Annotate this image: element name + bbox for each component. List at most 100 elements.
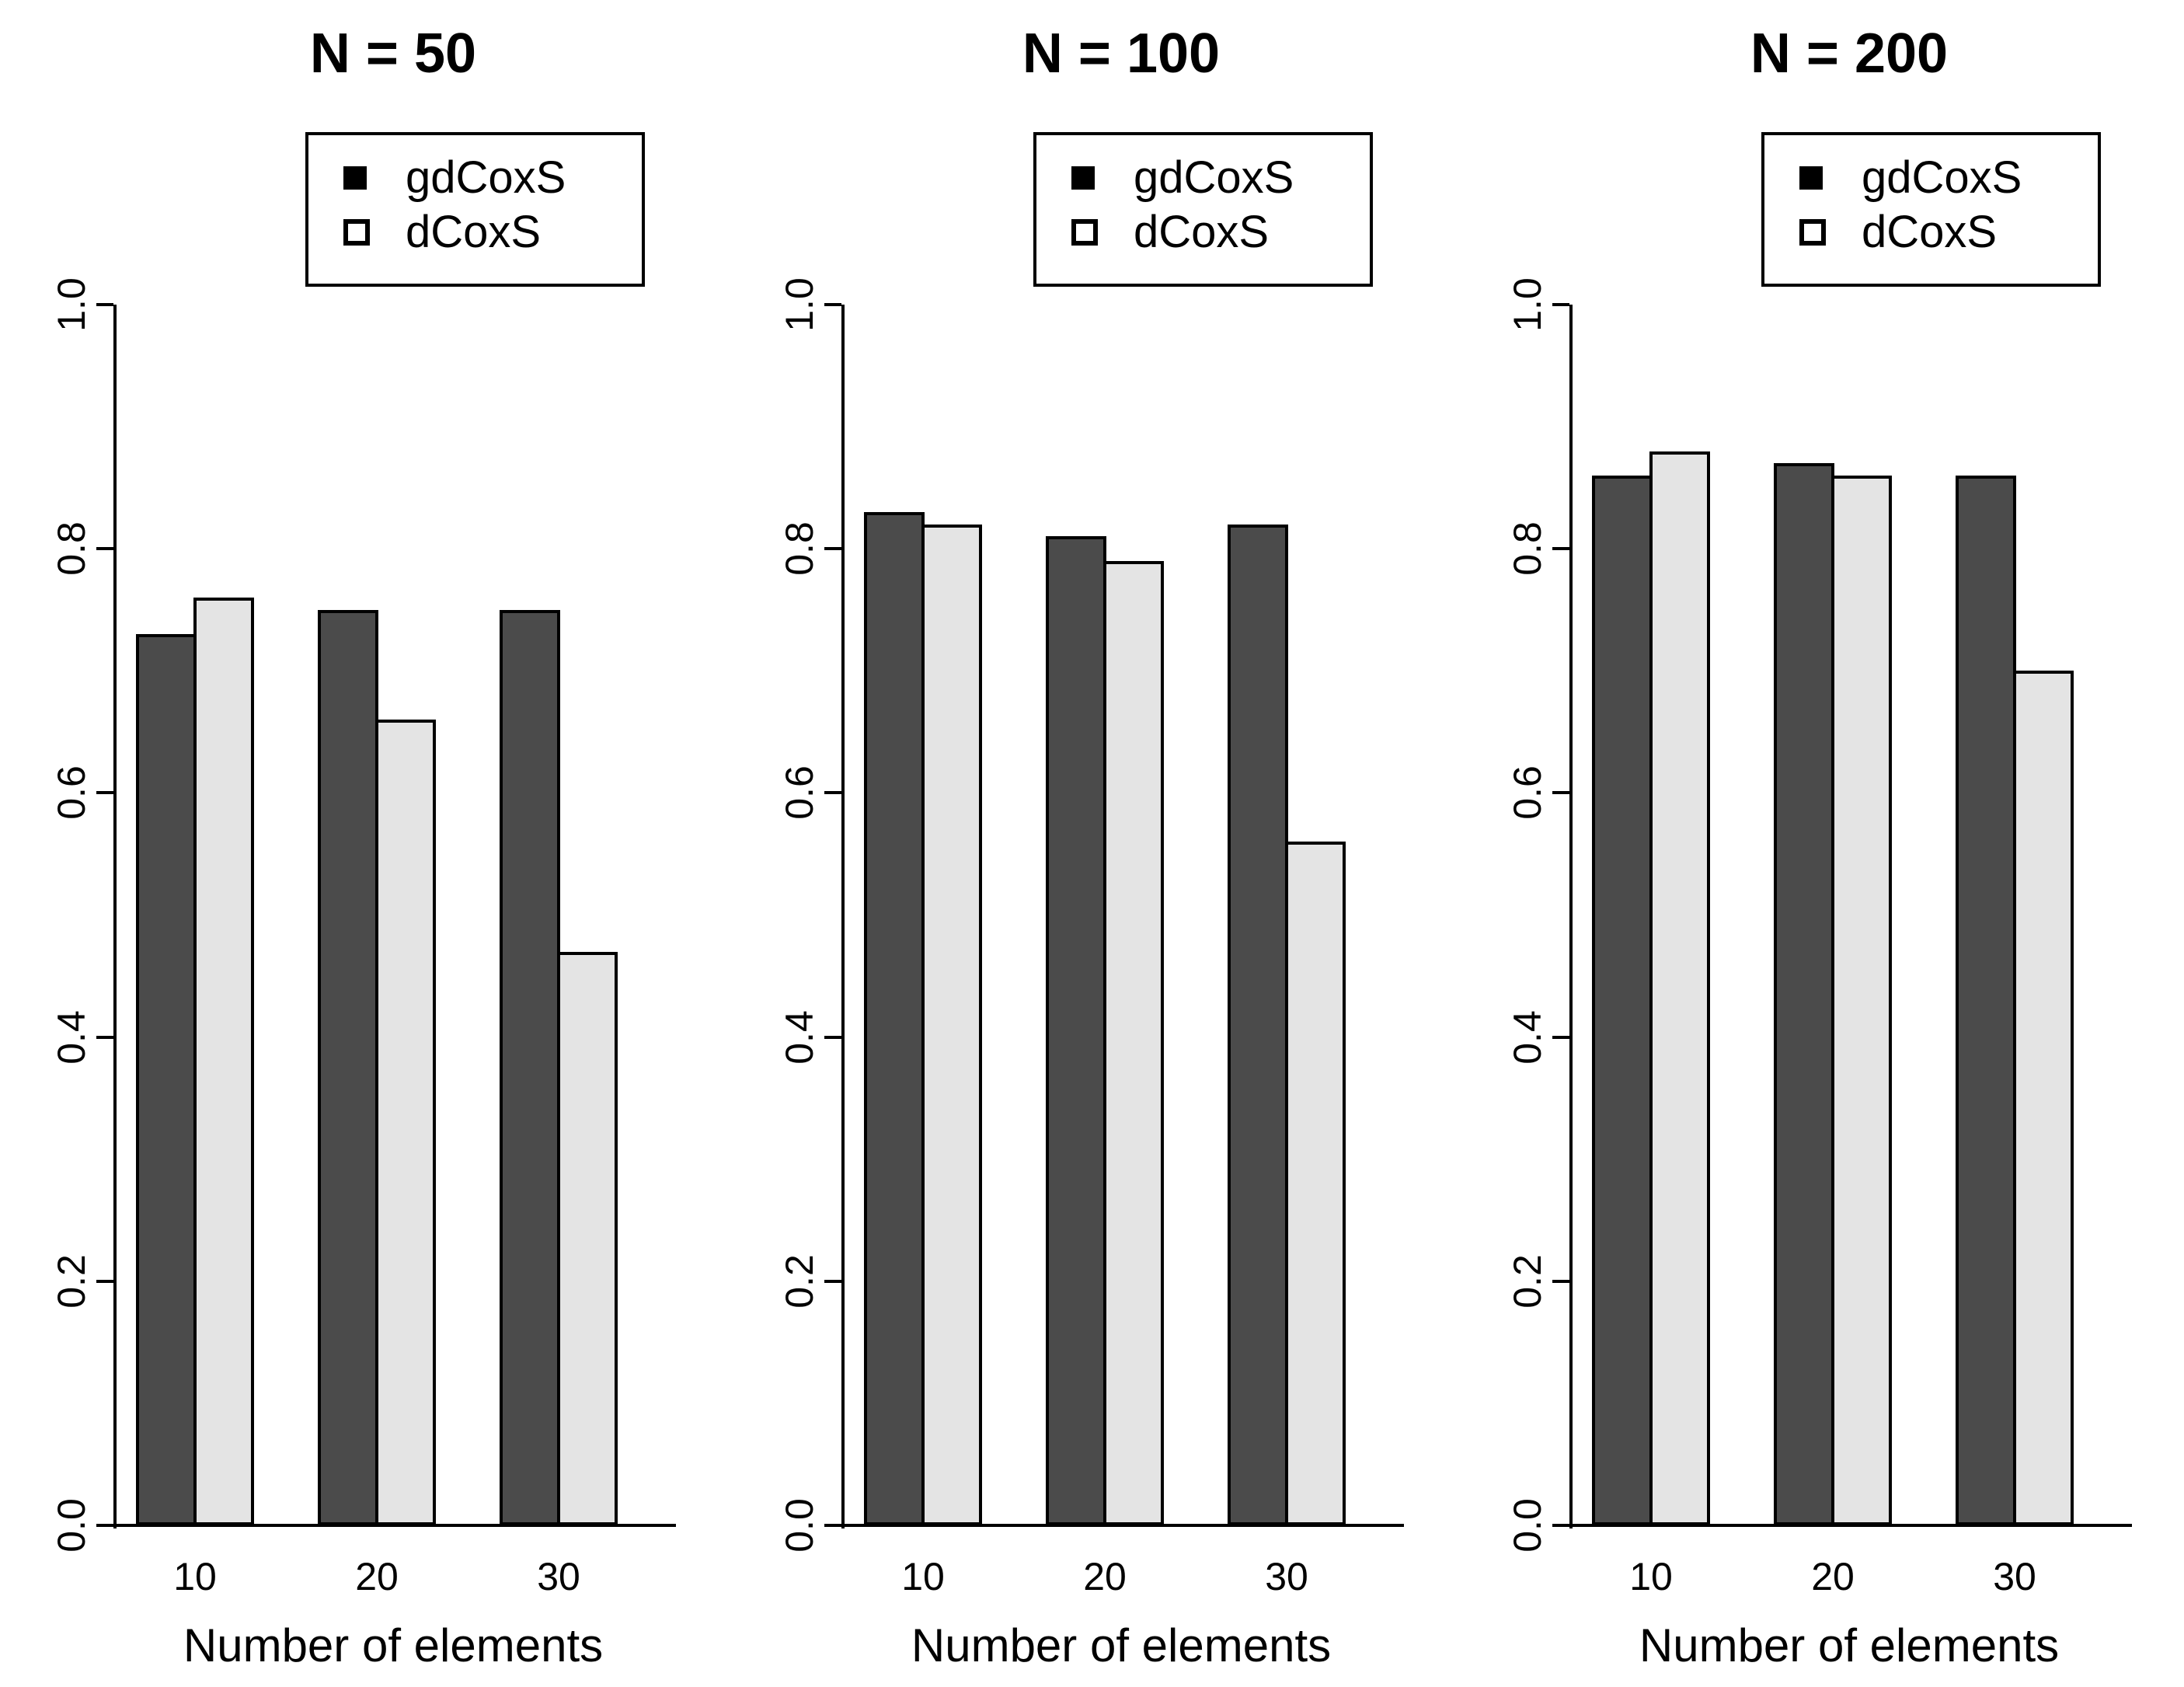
panel-title: N = 200	[1750, 23, 1949, 85]
y-axis	[113, 305, 117, 1528]
bar-dcoxs-20	[375, 720, 436, 1525]
bar-dcoxs-10	[921, 524, 982, 1525]
y-tick	[824, 1524, 841, 1527]
legend-label: dCoxS	[1134, 207, 1270, 257]
bar-gdcoxs-10	[1592, 475, 1653, 1525]
bar-dcoxs-20	[1103, 560, 1164, 1525]
y-axis	[841, 305, 845, 1528]
filled-square-icon	[1071, 166, 1095, 190]
y-tick-label: 0.2	[50, 1254, 93, 1309]
bar-dcoxs-30	[1285, 842, 1346, 1525]
y-tick	[96, 1279, 113, 1283]
legend-label: dCoxS	[406, 207, 542, 257]
x-category-label: 10	[173, 1555, 217, 1598]
y-tick-label: 0.0	[1506, 1498, 1549, 1553]
open-square-icon	[1071, 219, 1098, 246]
legend-item-dcoxs: dCoxS	[343, 210, 541, 255]
x-category-label: 30	[1993, 1555, 2036, 1598]
bar-gdcoxs-10	[136, 634, 197, 1525]
x-category-label: 30	[1265, 1555, 1308, 1598]
bar-gdcoxs-30	[1956, 475, 2016, 1525]
y-tick	[824, 303, 841, 306]
y-tick	[1552, 791, 1569, 795]
y-tick	[96, 1524, 113, 1527]
y-tick	[1552, 1279, 1569, 1283]
y-tick-label: 0.6	[778, 765, 821, 821]
y-tick	[824, 1035, 841, 1039]
x-axis	[1569, 1524, 2132, 1527]
x-axis	[841, 1524, 1404, 1527]
x-category-label: 10	[1629, 1555, 1673, 1598]
y-tick-label: 0.4	[50, 1009, 93, 1065]
open-square-icon	[343, 219, 370, 246]
filled-square-icon	[343, 166, 367, 190]
y-tick	[824, 1279, 841, 1283]
legend-label: gdCoxS	[406, 152, 566, 203]
bar-dcoxs-20	[1831, 475, 1892, 1525]
legend-item-gdcoxs: gdCoxS	[1799, 155, 2022, 200]
open-square-icon	[1799, 219, 1826, 246]
panel-title: N = 100	[1022, 23, 1221, 85]
chart-panel-1: N = 50 gdCoxS dCoxS Number of elements 0…	[0, 0, 728, 1687]
legend: gdCoxS dCoxS	[305, 132, 645, 287]
bar-gdcoxs-10	[864, 512, 925, 1525]
y-tick-label: 0.8	[50, 521, 93, 576]
y-tick	[96, 303, 113, 306]
bar-gdcoxs-20	[1774, 463, 1834, 1525]
y-tick-label: 0.0	[778, 1498, 821, 1553]
bar-dcoxs-30	[557, 951, 618, 1525]
bar-dcoxs-10	[1649, 451, 1710, 1525]
x-category-label: 20	[1811, 1555, 1855, 1598]
y-tick-label: 0.0	[50, 1498, 93, 1553]
legend-item-gdcoxs: gdCoxS	[343, 155, 566, 200]
x-axis	[113, 1524, 676, 1527]
bar-gdcoxs-20	[318, 609, 378, 1525]
chart-panel-3: N = 200 gdCoxS dCoxS Number of elements …	[1456, 0, 2184, 1687]
chart-panel-2: N = 100 gdCoxS dCoxS Number of elements …	[728, 0, 1456, 1687]
x-category-label: 30	[537, 1555, 580, 1598]
y-axis	[1569, 305, 1573, 1528]
y-tick	[1552, 547, 1569, 551]
x-category-label: 10	[901, 1555, 945, 1598]
legend-item-dcoxs: dCoxS	[1071, 210, 1269, 255]
legend-item-gdcoxs: gdCoxS	[1071, 155, 1294, 200]
x-category-label: 20	[355, 1555, 399, 1598]
bar-gdcoxs-30	[1228, 524, 1288, 1525]
y-tick	[96, 547, 113, 551]
legend-label: gdCoxS	[1134, 152, 1294, 203]
bar-gdcoxs-20	[1046, 536, 1106, 1525]
legend-item-dcoxs: dCoxS	[1799, 210, 1997, 255]
filled-square-icon	[1799, 166, 1823, 190]
y-tick-label: 1.0	[1506, 277, 1549, 332]
legend: gdCoxS dCoxS	[1761, 132, 2101, 287]
y-tick-label: 1.0	[778, 277, 821, 332]
legend-label: dCoxS	[1862, 207, 1998, 257]
y-tick	[1552, 303, 1569, 306]
y-tick	[96, 1035, 113, 1039]
y-tick-label: 0.4	[1506, 1009, 1549, 1065]
y-tick-label: 0.6	[50, 765, 93, 821]
y-tick	[1552, 1035, 1569, 1039]
x-category-label: 20	[1083, 1555, 1127, 1598]
x-axis-title: Number of elements	[911, 1619, 1332, 1671]
panel-title: N = 50	[309, 23, 477, 85]
legend-label: gdCoxS	[1862, 152, 2022, 203]
y-tick	[96, 791, 113, 795]
y-tick-label: 0.6	[1506, 765, 1549, 821]
y-tick-label: 0.2	[1506, 1254, 1549, 1309]
legend: gdCoxS dCoxS	[1033, 132, 1373, 287]
bar-dcoxs-10	[193, 598, 254, 1525]
y-tick	[824, 547, 841, 551]
bar-dcoxs-30	[2013, 671, 2074, 1525]
y-tick	[824, 791, 841, 795]
y-tick	[1552, 1524, 1569, 1527]
bar-gdcoxs-30	[500, 609, 560, 1525]
y-tick-label: 0.4	[778, 1009, 821, 1065]
y-tick-label: 0.2	[778, 1254, 821, 1309]
x-axis-title: Number of elements	[183, 1619, 604, 1671]
y-tick-label: 0.8	[1506, 521, 1549, 576]
y-tick-label: 0.8	[778, 521, 821, 576]
y-tick-label: 1.0	[50, 277, 93, 332]
x-axis-title: Number of elements	[1639, 1619, 2060, 1671]
